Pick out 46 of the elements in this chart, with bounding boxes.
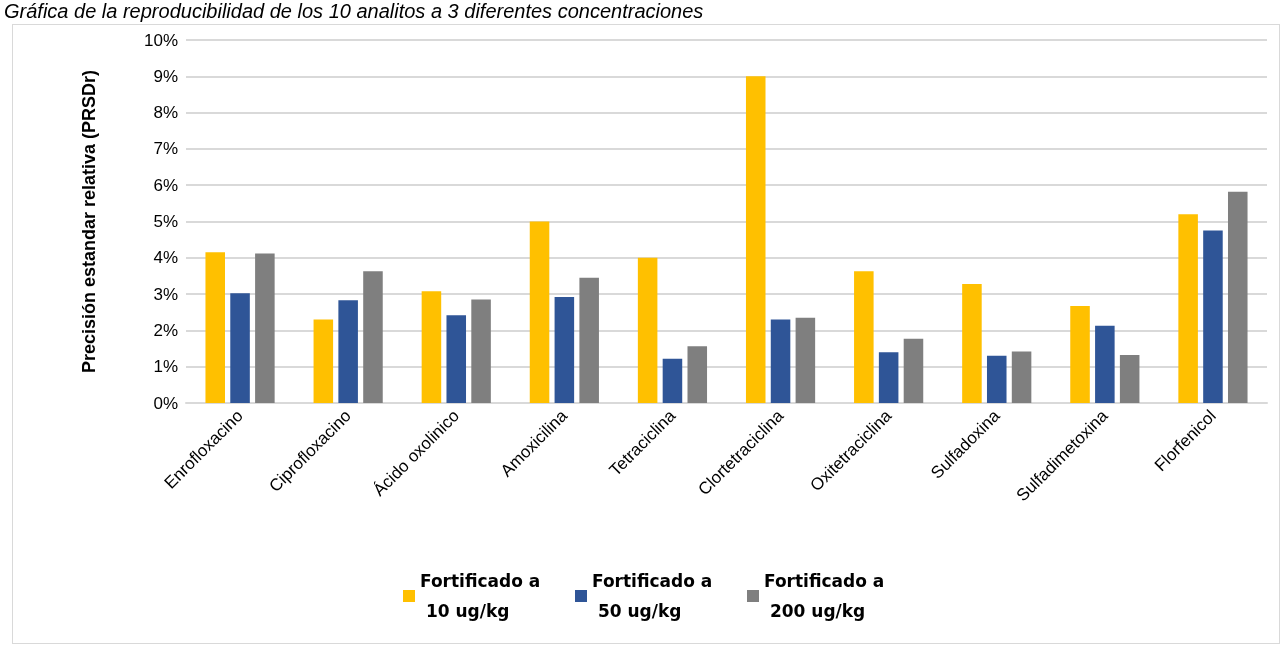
bar bbox=[770, 319, 791, 403]
bar bbox=[962, 283, 982, 403]
y-tick-label: 2% bbox=[153, 320, 178, 340]
bar bbox=[1011, 351, 1032, 403]
bar bbox=[338, 300, 358, 403]
bar bbox=[1119, 355, 1140, 403]
y-tick-label: 5% bbox=[153, 212, 178, 231]
bar bbox=[1095, 325, 1115, 403]
bar bbox=[363, 271, 383, 403]
bar bbox=[313, 319, 334, 403]
bar bbox=[1228, 191, 1248, 403]
bar bbox=[795, 317, 816, 403]
y-axis-title: Precisión estandar relativa (PRSDr) bbox=[79, 69, 99, 374]
bar bbox=[878, 352, 899, 403]
chart-title: Gráfica de la reproducibilidad de los 10 analitos a 3 diferentes concentraciones bbox=[4, 0, 704, 23]
y-tick-label: 8% bbox=[153, 103, 178, 123]
bar bbox=[662, 358, 683, 403]
bar bbox=[903, 338, 924, 403]
y-tick-label: 0% bbox=[153, 393, 178, 413]
legend-label: Fortificado a 10 ug/kg bbox=[420, 571, 541, 621]
bar bbox=[579, 277, 599, 403]
y-tick-label: 7% bbox=[153, 139, 178, 159]
y-tick-label: 4% bbox=[153, 248, 178, 268]
bar bbox=[554, 297, 575, 403]
legend-label: Fortificado a 200 ug/kg bbox=[764, 571, 885, 621]
bar bbox=[1203, 230, 1223, 403]
bar bbox=[205, 252, 225, 403]
bar bbox=[1070, 306, 1090, 403]
bar bbox=[1178, 214, 1198, 403]
bar bbox=[421, 291, 442, 403]
bar bbox=[687, 346, 708, 403]
bar bbox=[854, 271, 874, 403]
bar bbox=[471, 299, 491, 403]
y-tick-label: 10% bbox=[143, 30, 178, 50]
bar bbox=[637, 257, 658, 403]
bar bbox=[255, 253, 275, 403]
bar bbox=[745, 76, 766, 403]
bar bbox=[230, 293, 250, 403]
y-tick-label: 3% bbox=[153, 284, 178, 304]
legend-label: Fortificado a 50 ug/kg bbox=[592, 571, 713, 621]
y-tick-label: 6% bbox=[153, 175, 178, 195]
bar bbox=[986, 355, 1007, 403]
y-tick-label: 9% bbox=[153, 66, 178, 86]
bar bbox=[446, 315, 467, 403]
y-tick-label: 1% bbox=[153, 357, 178, 377]
bar bbox=[529, 221, 550, 403]
